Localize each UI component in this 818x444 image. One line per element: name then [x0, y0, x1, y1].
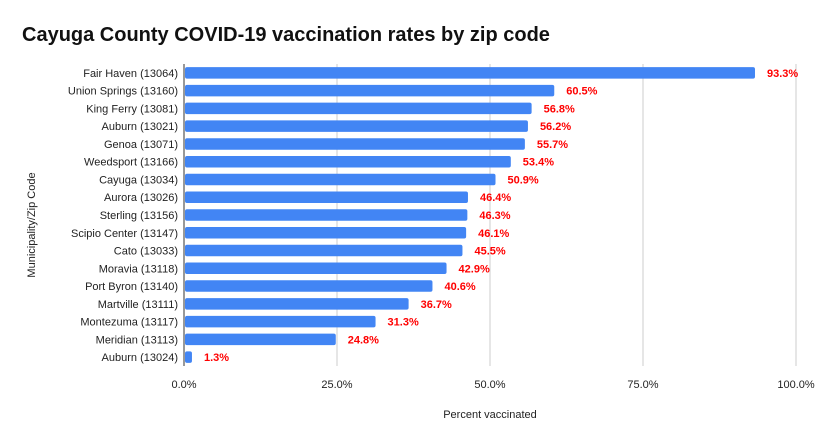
x-axis-title: Percent vaccinated — [443, 409, 537, 421]
bar — [185, 173, 496, 186]
x-tick-label: 50.0% — [474, 379, 505, 391]
category-label: Moravia (13118) — [99, 263, 178, 275]
bar — [185, 102, 532, 115]
category-label: Fair Haven (13064) — [83, 68, 178, 80]
data-label: 31.3% — [388, 317, 419, 329]
category-label: Aurora (13026) — [104, 192, 178, 204]
data-label: 1.3% — [204, 352, 229, 364]
data-label: 46.1% — [478, 228, 509, 240]
bar — [185, 315, 376, 328]
data-label: 36.7% — [421, 299, 452, 311]
category-label: Martville (13111) — [98, 299, 178, 311]
category-label: Port Byron (13140) — [85, 281, 178, 293]
data-labels: 93.3% 60.5% 56.8% 56.2% 55.7% 53.4% 50.9% 46.4%… — [204, 68, 798, 364]
x-tick-label: 25.0% — [321, 379, 352, 391]
data-label: 45.5% — [474, 246, 505, 258]
category-label: Auburn (13021) — [102, 121, 178, 133]
category-labels: Fair Haven (13064) Union Springs (13160) K… — [68, 68, 178, 364]
category-label: Montezuma (13117) — [80, 317, 178, 329]
y-axis-title: Municipality/Zip Code — [26, 172, 38, 277]
category-label: Sterling (13156) — [100, 210, 178, 222]
bar — [185, 155, 511, 168]
x-tick-label: 75.0% — [627, 379, 658, 391]
category-label: Union Springs (13160) — [68, 86, 178, 98]
category-label: King Ferry (13081) — [86, 103, 178, 115]
bars — [185, 67, 755, 363]
category-label: Genoa (13071) — [104, 139, 178, 151]
bar — [185, 244, 463, 257]
bar — [185, 67, 755, 79]
data-label: 93.3% — [767, 68, 798, 80]
bar — [185, 227, 467, 239]
bar — [185, 209, 468, 221]
category-label: Meridian (13113) — [96, 334, 178, 346]
chart-title: Cayuga County COVID-19 vaccination rates… — [22, 24, 550, 46]
bar — [185, 280, 433, 292]
category-label: Cayuga (13034) — [99, 174, 178, 186]
x-tick-label: 100.0% — [777, 379, 815, 391]
bar — [185, 191, 468, 203]
data-label: 60.5% — [566, 86, 597, 98]
data-label: 55.7% — [537, 139, 568, 151]
data-label: 46.3% — [479, 210, 510, 222]
data-label: 42.9% — [459, 263, 490, 275]
category-label: Auburn (13024) — [102, 352, 178, 364]
bar — [185, 138, 525, 150]
data-label: 40.6% — [444, 281, 475, 293]
gridlines — [183, 64, 797, 366]
x-axis-ticks: 0.0% 25.0% 50.0% 75.0% 100.0% — [171, 379, 814, 391]
bar — [185, 120, 528, 132]
data-label: 56.2% — [540, 121, 571, 133]
data-label: 24.8% — [348, 334, 379, 346]
data-label: 46.4% — [480, 192, 511, 204]
category-label: Scipio Center (13147) — [71, 228, 178, 240]
bar — [185, 298, 409, 310]
data-label: 50.9% — [508, 174, 539, 186]
bar — [185, 333, 336, 346]
data-label: 56.8% — [544, 103, 575, 115]
category-label: Weedsport (13166) — [84, 157, 178, 169]
category-label: Cato (13033) — [114, 246, 178, 258]
bar — [185, 84, 555, 97]
bar — [185, 351, 192, 363]
data-label: 53.4% — [523, 157, 554, 169]
x-tick-label: 0.0% — [171, 379, 196, 391]
bar — [185, 262, 447, 275]
